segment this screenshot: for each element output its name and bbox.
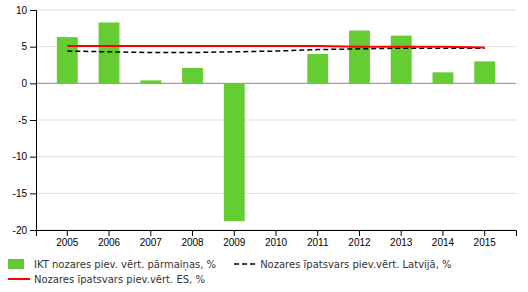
y-tick-label: 0 — [21, 78, 27, 89]
bar — [266, 83, 287, 84]
legend-item: Nozares īpatsvars piev.vērt. Latvijā, % — [234, 259, 451, 270]
legend-swatch — [8, 259, 24, 269]
grid-line — [36, 10, 516, 11]
x-tick-label: 2013 — [390, 237, 413, 248]
x-tick: 2010 — [265, 230, 288, 248]
x-axis-line — [37, 231, 517, 237]
x-tick: 2005 — [56, 230, 79, 248]
x-tick-label: 2011 — [307, 237, 329, 248]
y-tick-label: 5 — [21, 41, 27, 52]
y-tick-mark — [30, 83, 36, 84]
x-tick-label: 2005 — [56, 237, 79, 248]
grid-line — [36, 193, 516, 194]
x-tick: 2014 — [432, 230, 455, 248]
x-tick-mark — [359, 230, 360, 236]
y-tick-label: 10 — [16, 5, 28, 16]
grid-line — [36, 120, 516, 121]
x-tick-mark — [109, 230, 110, 236]
x-tick-mark — [192, 230, 193, 236]
x-tick-label: 2006 — [98, 237, 121, 248]
x-tick: 2009 — [223, 230, 246, 248]
x-tick-mark — [401, 230, 402, 236]
bar — [307, 54, 328, 83]
x-tick-mark — [276, 230, 277, 236]
x-tick-mark — [317, 230, 318, 236]
x-tick-label: 2007 — [140, 237, 163, 248]
y-axis: -20 -15 -10 -5 0 5 10 — [13, 5, 37, 236]
legend-label: Nozares īpatsvars piev.vērt. ES, % — [34, 274, 205, 285]
bar — [99, 22, 120, 83]
y-tick-mark — [30, 10, 36, 11]
x-tick-label: 2010 — [265, 237, 288, 248]
y-tick: 0 — [21, 78, 36, 89]
plot: -20-15-10-505102005200620072008200920102… — [13, 5, 517, 248]
legend-swatch — [234, 263, 256, 265]
y-axis-line — [30, 11, 37, 231]
legend-label: IKT nozares piev. vērt. pārmaiņas, % — [34, 259, 216, 271]
x-tick: 2006 — [98, 230, 121, 248]
y-tick-label: -15 — [13, 188, 28, 199]
x-tick-label: 2014 — [432, 237, 455, 248]
legend-label: Nozares īpatsvars piev.vērt. Latvijā, % — [260, 259, 451, 270]
y-tick: -20 — [13, 225, 36, 236]
chart-svg: IKT nozares piev. vērt. pārmaiņas, % Noza… — [0, 0, 528, 292]
y-tick-mark — [30, 120, 36, 121]
y-tick: -5 — [18, 115, 36, 126]
x-tick-label: 2009 — [223, 237, 246, 248]
x-axis: 2005 2006 2007 2008 2009 2010 2011 2012 2013 2014… — [37, 230, 517, 248]
line — [67, 46, 484, 47]
marks — [57, 22, 495, 221]
y-tick-mark — [30, 193, 36, 194]
y-tick-label: -20 — [13, 225, 28, 236]
bar — [391, 36, 412, 84]
y-tick: 10 — [16, 5, 36, 16]
x-tick-label: 2008 — [181, 237, 204, 248]
x-tick-mark — [484, 230, 485, 236]
x-tick: 2008 — [181, 230, 204, 248]
y-tick: -10 — [13, 151, 36, 162]
y-tick-mark — [30, 157, 36, 158]
bar — [349, 31, 370, 84]
grid — [36, 10, 516, 230]
y-tick: 5 — [21, 41, 36, 52]
x-tick-label: 2012 — [348, 237, 371, 248]
x-tick-mark — [150, 230, 151, 236]
bar-series — [57, 22, 495, 221]
legend-swatch — [8, 278, 30, 280]
legend-item: IKT nozares piev. vērt. pārmaiņas, % — [8, 259, 216, 271]
x-tick-mark — [442, 230, 443, 236]
x-tick-mark — [234, 230, 235, 236]
y-tick-label: -10 — [13, 151, 28, 162]
bar — [433, 72, 454, 83]
line — [67, 48, 484, 52]
bar — [474, 61, 495, 83]
legend: IKT nozares piev. vērt. pārmaiņas, % Noza… — [8, 259, 452, 285]
legend-item: Nozares īpatsvars piev.vērt. ES, % — [8, 274, 205, 285]
x-tick: 2015 — [474, 230, 497, 248]
bar — [140, 80, 161, 83]
y-tick-mark — [30, 47, 36, 48]
y-tick: -15 — [13, 188, 36, 199]
bar — [182, 68, 203, 83]
chart-container: IKT nozares piev. vērt. pārmaiņas, % Noza… — [0, 0, 528, 292]
x-tick: 2012 — [348, 230, 371, 248]
x-tick-mark — [67, 230, 68, 236]
grid-line — [36, 156, 516, 157]
y-tick-label: -5 — [18, 115, 27, 126]
x-tick: 2013 — [390, 230, 413, 248]
x-tick: 2011 — [307, 230, 329, 248]
x-tick: 2007 — [140, 230, 163, 248]
y-tick-mark — [30, 230, 36, 231]
x-tick-label: 2015 — [474, 237, 497, 248]
bar — [224, 83, 245, 221]
bar — [57, 37, 78, 83]
